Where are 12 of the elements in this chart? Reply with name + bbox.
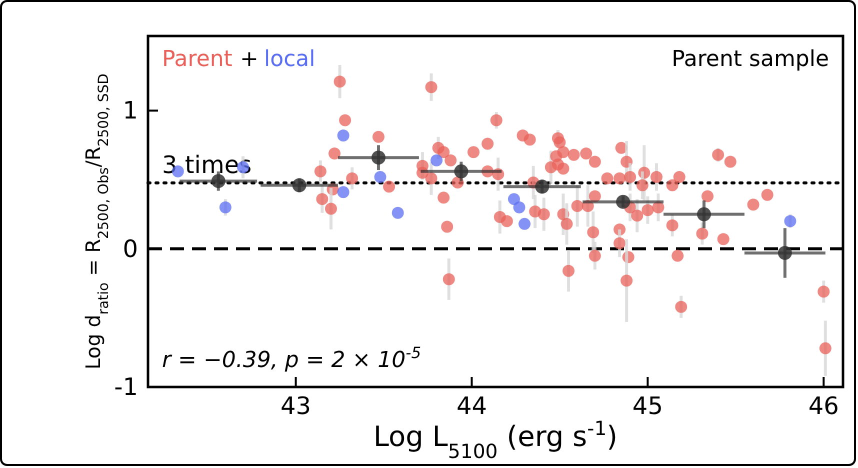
ref-line-label: 3 times <box>162 150 252 179</box>
y-tick-label: 1 <box>122 96 138 125</box>
x-tick-label: 45 <box>632 392 663 420</box>
text: Parent sample <box>672 47 829 72</box>
annotation: r = −0.39, p = 2 × 10$^{-5}$ <box>162 344 422 373</box>
text: Parent <box>162 47 233 72</box>
y-tick-label: 0 <box>122 234 138 263</box>
y-tick-label: -1 <box>114 373 138 401</box>
x-tick-label: 43 <box>280 392 312 420</box>
text: local <box>264 47 316 72</box>
x-tick-label: 46 <box>808 392 839 420</box>
annotation: + <box>240 47 258 72</box>
